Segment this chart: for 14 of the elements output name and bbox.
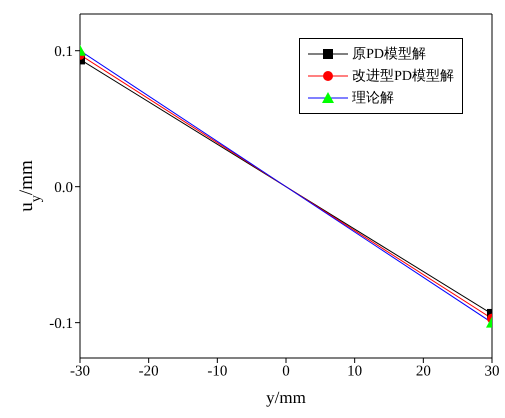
y-tick-label: 0.1 [54, 44, 73, 60]
y-tick-label: -0.1 [49, 316, 73, 332]
x-tick-label: 30 [484, 364, 500, 380]
x-tick-label: 20 [416, 364, 431, 380]
x-tick-label: 0 [282, 364, 290, 380]
x-axis-title: y/mm [266, 388, 306, 407]
x-tick-label: -10 [207, 364, 228, 380]
legend-label: 原PD模型解 [352, 46, 426, 63]
legend-label: 理论解 [352, 90, 394, 107]
legend-label: 改进型PD模型解 [352, 68, 454, 85]
x-tick-label: 10 [347, 364, 362, 380]
y-tick-label: 0.0 [54, 180, 73, 196]
x-tick-label: -30 [70, 364, 90, 380]
x-tick-label: -20 [138, 364, 159, 380]
